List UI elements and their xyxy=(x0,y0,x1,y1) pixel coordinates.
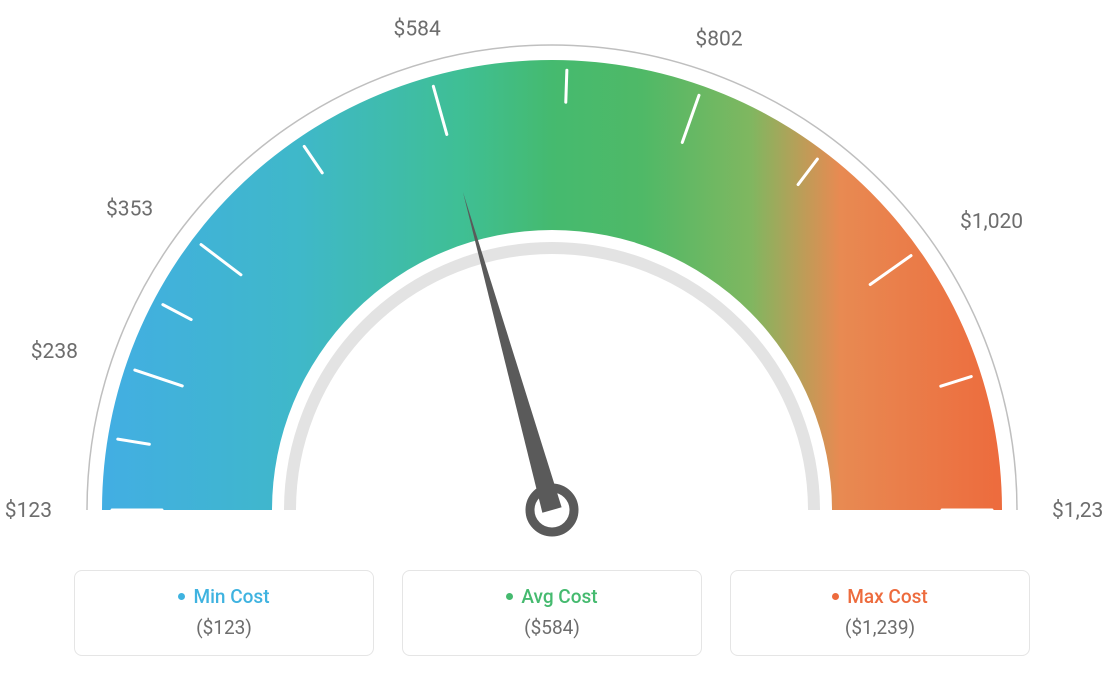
gauge-color-band xyxy=(102,60,1002,510)
legend-value-max: ($1,239) xyxy=(731,616,1029,639)
gauge-tick-label: $353 xyxy=(106,197,153,221)
legend-label-max-text: Max Cost xyxy=(847,585,927,608)
legend-label-min: Min Cost xyxy=(178,585,269,608)
dot-icon-max xyxy=(832,593,839,600)
legend-card-avg: Avg Cost ($584) xyxy=(402,570,702,656)
gauge-tick-label: $238 xyxy=(31,340,78,364)
dot-icon-avg xyxy=(506,593,513,600)
gauge-svg: $123 $238 $353 $584 $802 $1,020 $1,239 xyxy=(0,0,1104,560)
gauge-tick-label: $123 xyxy=(5,499,52,523)
gauge-tick-label: $802 xyxy=(695,28,742,52)
legend-label-min-text: Min Cost xyxy=(193,585,269,608)
gauge-needle xyxy=(463,192,562,512)
gauge-tick-label: $1,239 xyxy=(1052,499,1104,523)
legend-label-max: Max Cost xyxy=(832,585,927,608)
legend-value-min: ($123) xyxy=(75,616,373,639)
dot-icon-min xyxy=(178,593,185,600)
gauge-tick-label: $584 xyxy=(394,18,441,42)
legend-label-avg-text: Avg Cost xyxy=(521,585,597,608)
legend-label-avg: Avg Cost xyxy=(506,585,597,608)
legend-value-avg: ($584) xyxy=(403,616,701,639)
legend-card-min: Min Cost ($123) xyxy=(74,570,374,656)
legend-card-max: Max Cost ($1,239) xyxy=(730,570,1030,656)
gauge-tick xyxy=(566,70,567,102)
chart-container: $123 $238 $353 $584 $802 $1,020 $1,239 Min Cos… xyxy=(0,0,1104,690)
gauge-tick-label: $1,020 xyxy=(960,210,1023,234)
gauge-area: $123 $238 $353 $584 $802 $1,020 $1,239 xyxy=(0,0,1104,560)
legend-row: Min Cost ($123) Avg Cost ($584) Max Cost… xyxy=(0,570,1104,656)
